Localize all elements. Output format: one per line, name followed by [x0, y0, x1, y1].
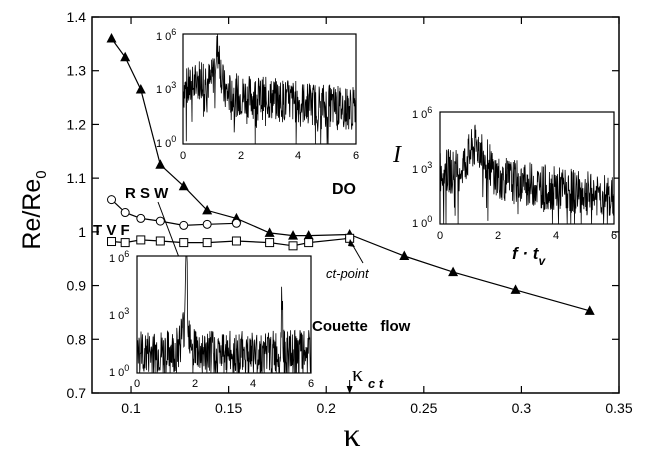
- inset-top-xtick-2: 2: [238, 150, 244, 162]
- inset-right-xtick-2: 2: [495, 230, 501, 242]
- ct-point-arrow-head: [348, 239, 355, 247]
- inset-bottom-ytick-1e3: 1 03: [109, 306, 129, 322]
- y-tick-label-6: 1.3: [67, 63, 87, 79]
- series-triangle-point-5: [202, 204, 213, 215]
- inset-top-ytick-1e3: 1 03: [156, 80, 176, 96]
- rsw-leader-line: [157, 201, 181, 261]
- series-square-point-7: [265, 238, 275, 248]
- inset-bottom-xtick-2: 2: [192, 378, 198, 390]
- inset-top: 1 06 1 03 1 00 0 2 4 6: [156, 27, 359, 162]
- y-axis-label-sub: 0: [33, 170, 50, 178]
- series-triangle-point-4: [178, 180, 189, 191]
- y-tick-label-5: 1.2: [67, 116, 87, 132]
- series-triangle-point-9: [303, 230, 314, 240]
- series-circle-point-1: [120, 208, 130, 218]
- y-axis-label-main: Re/Re: [18, 179, 46, 250]
- series-square-point-6: [231, 236, 241, 246]
- series-circle-point-3: [155, 216, 165, 226]
- y-tick-label-2: 0.9: [67, 278, 87, 294]
- series-triangle-point-7: [264, 227, 275, 237]
- label-ct-point: ct-point: [326, 266, 370, 281]
- inset-top-ytick-1e0: 1 00: [156, 134, 176, 150]
- kappa-ct-subscript: c t: [368, 376, 384, 391]
- inset-top-ytick-1e6: 1 06: [156, 27, 176, 43]
- series-triangle-point-12: [448, 266, 459, 277]
- inset-right-ytick-1e6: 1 06: [412, 105, 432, 121]
- inset-bottom-ytick-1e0: 1 00: [109, 363, 129, 379]
- x-tick-label-5: 0.35: [605, 400, 632, 416]
- series-square-line: [111, 237, 350, 247]
- series-square-point-4: [179, 238, 189, 248]
- series-circle-line: [111, 199, 237, 227]
- inset-top-spectrum: [182, 33, 357, 145]
- series-triangle-point-13: [510, 284, 521, 294]
- inset-top-xtick-4: 4: [295, 150, 301, 162]
- kappa-ct-arrow-head: [346, 386, 353, 394]
- kappa-ct-symbol: κ: [352, 361, 363, 386]
- series-triangle-point-11: [399, 250, 410, 261]
- label-couette-flow: Couette flow: [312, 318, 411, 335]
- inset-bottom-spectrum: [136, 255, 312, 374]
- y-tick-label-1: 0.8: [67, 331, 87, 347]
- series-circle-point-2: [136, 213, 146, 223]
- inset-top-xtick-6: 6: [353, 150, 359, 162]
- label-do: DO: [332, 181, 356, 198]
- x-tick-label-4: 0.3: [512, 400, 532, 416]
- series-circle-point-5: [202, 219, 212, 229]
- inset-right-ytick-1e3: 1 03: [412, 160, 432, 176]
- series-square-point-8: [288, 241, 298, 251]
- series-square-point-2: [136, 235, 146, 245]
- x-tick-label-1: 0.15: [215, 400, 242, 416]
- series-square-point-0: [107, 237, 117, 247]
- series-triangle-point-0: [106, 32, 117, 43]
- series-triangle-point-14: [584, 305, 595, 315]
- y-tick-label-0: 0.7: [67, 385, 87, 401]
- y-tick-label-4: 1.1: [67, 170, 87, 186]
- main-series-group: [106, 32, 595, 315]
- y-axis-label: Re/Re0: [18, 170, 50, 249]
- inset-bottom-xtick-0: 0: [134, 378, 140, 390]
- series-triangle-point-2: [135, 84, 146, 94]
- inset-top-xtick-0: 0: [180, 150, 186, 162]
- x-tick-label-2: 0.2: [316, 400, 336, 416]
- inset-right-spectrum: [439, 124, 615, 225]
- inset-bottom-xtick-6: 6: [308, 378, 314, 390]
- label-tvf: T V F: [93, 222, 130, 239]
- series-square-point-9: [304, 238, 314, 248]
- series-circle-point-6: [231, 218, 241, 228]
- inset-right-xtick-4: 4: [553, 230, 559, 242]
- x-axis-label: κ: [343, 417, 360, 449]
- series-square-point-1: [120, 238, 130, 248]
- x-tick-label-3: 0.25: [410, 400, 437, 416]
- inset-right: 1 06 1 03 1 00 0 2 4 6 I f · tv: [392, 105, 617, 268]
- inset-bottom-xtick-4: 4: [250, 378, 256, 390]
- y-tick-label-3: 1: [78, 224, 86, 240]
- series-square-point-3: [155, 236, 165, 246]
- main-plot-frame: [91, 16, 620, 394]
- series-circle-point-4: [179, 220, 189, 230]
- inset-right-ytick-1e0: 1 00: [412, 214, 432, 230]
- ct-point-arrow-line: [351, 243, 364, 264]
- label-rsw: R S W: [125, 185, 169, 202]
- inset-right-xtick-0: 0: [437, 230, 443, 242]
- inset-right-xlabel: f · tv: [512, 244, 546, 268]
- series-triangle-point-8: [288, 230, 299, 240]
- y-tick-label-7: 1.4: [67, 9, 87, 25]
- inset-right-xtick-6: 6: [611, 230, 617, 242]
- series-circle-point-0: [107, 195, 117, 205]
- main-axis-ticks: 0.1 0.15 0.2 0.25 0.3 0.35 0.7 0.8 0.9 1 1.1 1.2 1.3…: [67, 9, 633, 416]
- inset-bottom: 1 06 1 03 1 00 0 2 4 6: [109, 249, 314, 390]
- series-square-point-5: [202, 238, 212, 248]
- inset-right-ylabel: I: [392, 142, 402, 168]
- series-triangle-point-3: [155, 159, 166, 169]
- x-tick-label-0: 0.1: [121, 400, 141, 416]
- inset-bottom-ytick-1e6: 1 06: [109, 249, 129, 265]
- series-triangle-point-1: [120, 51, 131, 62]
